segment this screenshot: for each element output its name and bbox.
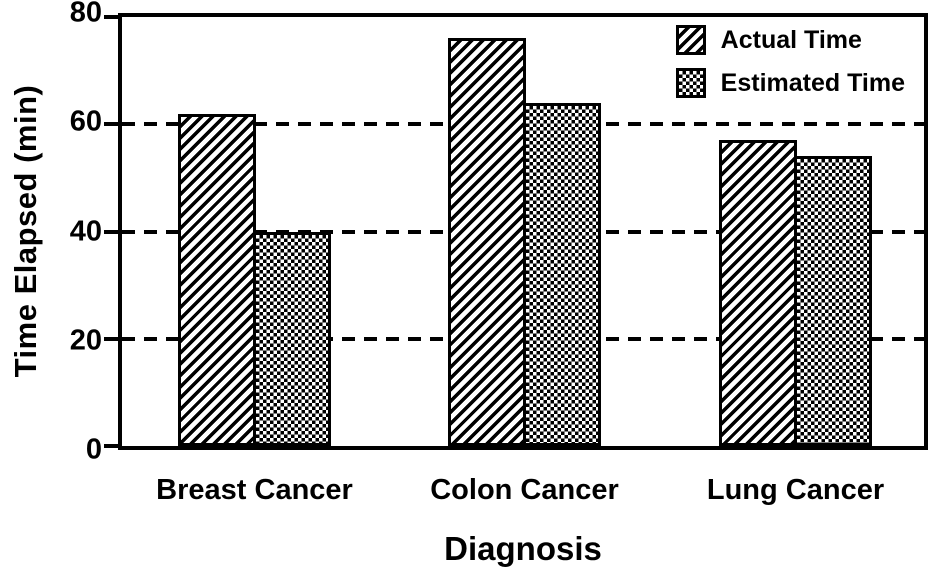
legend: Actual Time Estimated Time [675,25,905,98]
bar-estimated-time-colon-cancer [523,102,601,446]
y-axis-tick-labels: 0 20 40 60 80 [28,0,102,464]
x-axis-title: Diagnosis [444,530,602,567]
bar-layer [122,17,924,446]
bar-group-lung-cancer [719,17,872,446]
plot-area: Actual Time Estimated Time [104,13,928,450]
category-label-breast-cancer: Breast Cancer [156,474,353,506]
legend-row-actual-time: Actual Time [675,25,905,55]
bar-actual-time-colon-cancer [448,38,526,446]
bar-actual-time-lung-cancer [719,140,797,446]
legend-swatch-estimated-time [675,68,706,98]
legend-label-actual-time: Actual Time [720,25,862,54]
y-tick-mark-0 [104,444,122,448]
y-tick-label-20: 20 [69,324,102,357]
bar-actual-time-breast-cancer [178,113,256,446]
y-tick-mark-60 [104,122,122,127]
bar-group-breast-cancer [178,17,331,446]
y-tick-label-40: 40 [69,215,102,247]
bar-estimated-time-breast-cancer [253,231,331,446]
legend-label-estimated-time: Estimated Time [720,68,905,97]
y-tick-mark-20 [104,336,122,341]
y-tick-marks [104,15,924,448]
y-tick-mark-40 [104,229,122,234]
legend-swatch-actual-time [675,25,706,55]
category-label-colon-cancer: Colon Cancer [430,474,619,506]
category-label-lung-cancer: Lung Cancer [706,474,885,506]
y-tick-label-0: 0 [85,433,102,466]
y-tick-mark-80 [104,15,122,19]
y-tick-label-80: 80 [69,0,102,29]
bar-group-colon-cancer [448,17,601,446]
y-tick-label-60: 60 [69,105,102,138]
bar-estimated-time-lung-cancer [794,156,872,446]
x-axis-category-labels: Breast Cancer Colon Cancer Lung Cancer [122,474,924,510]
legend-row-estimated-time: Estimated Time [675,68,905,98]
